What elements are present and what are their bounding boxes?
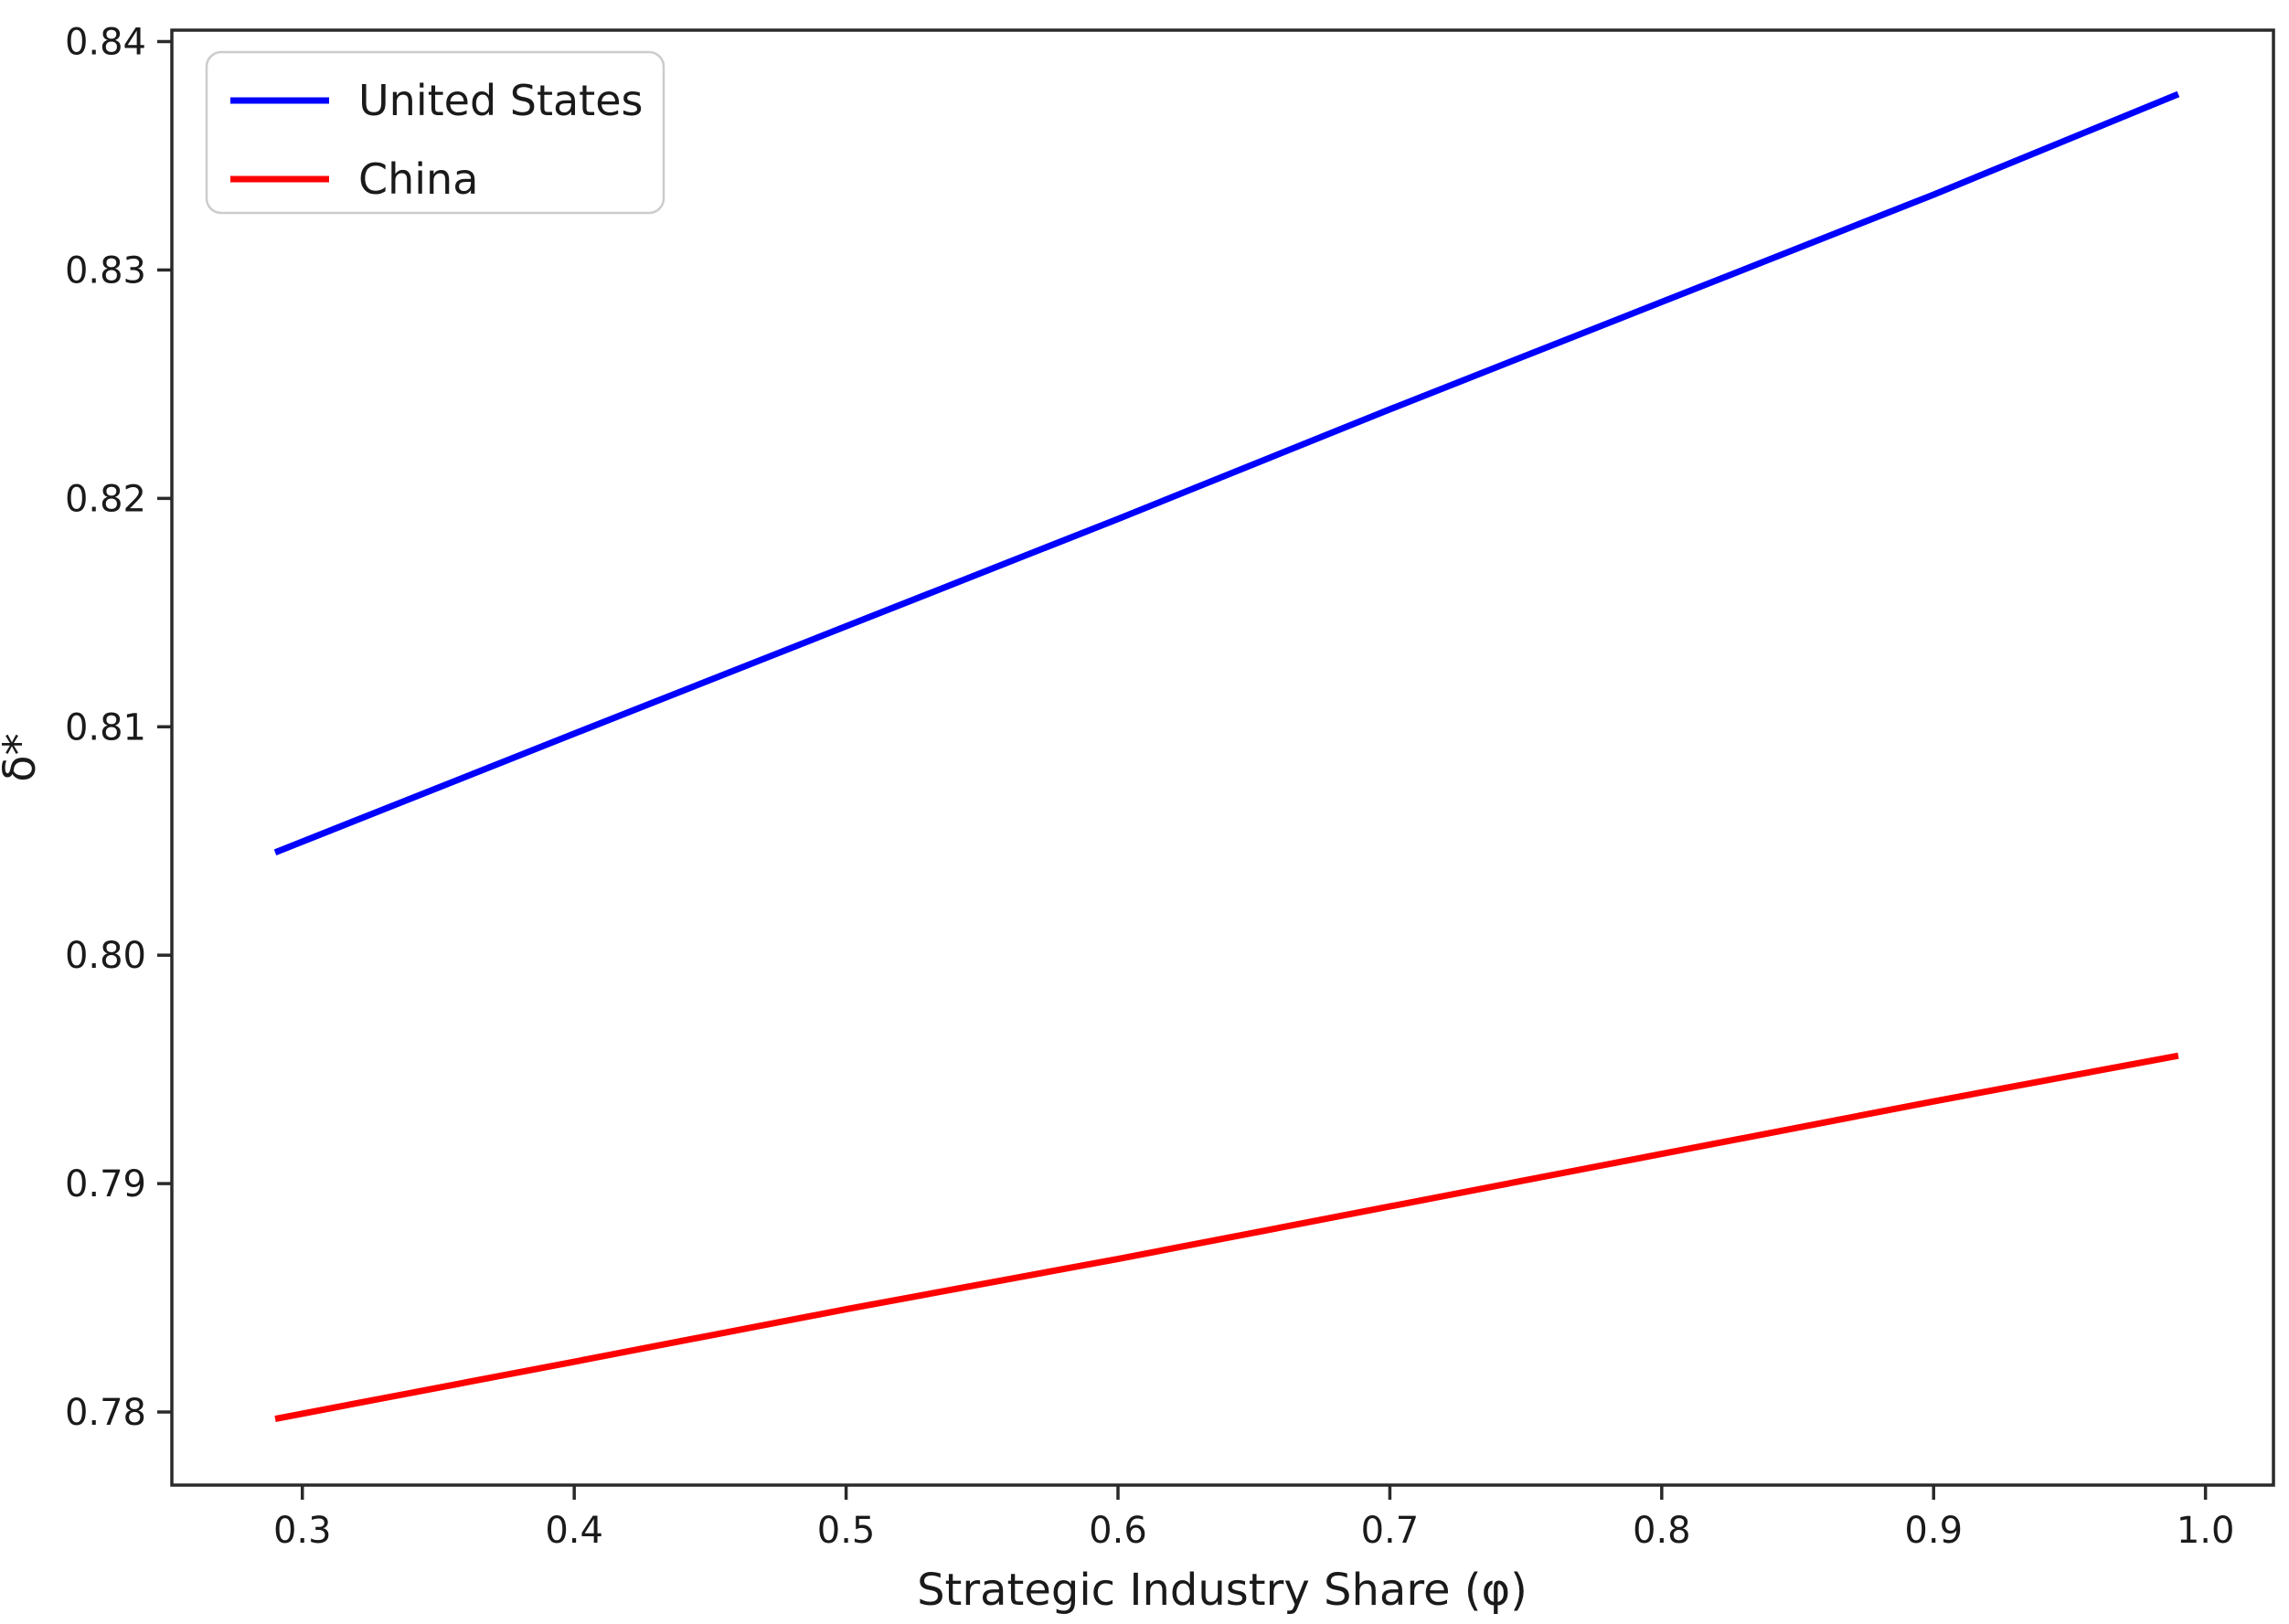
legend-label-united-states: United States bbox=[358, 76, 644, 125]
y-tick-label: 0.80 bbox=[65, 935, 146, 977]
legend-box bbox=[205, 50, 665, 215]
legend-label-china: China bbox=[358, 154, 478, 204]
x-tick-label: 1.0 bbox=[2177, 1510, 2235, 1552]
y-tick-label: 0.84 bbox=[65, 21, 146, 63]
x-tick-label: 0.9 bbox=[1904, 1510, 1963, 1552]
y-tick-label: 0.81 bbox=[65, 706, 146, 748]
y-tick-label: 0.79 bbox=[65, 1163, 146, 1205]
series-line-united-states bbox=[273, 90, 2180, 855]
x-tick-label: 0.5 bbox=[817, 1510, 876, 1552]
x-tick-label: 0.3 bbox=[273, 1510, 332, 1552]
x-tick-label: 0.8 bbox=[1633, 1510, 1691, 1552]
legend: United States China bbox=[205, 50, 665, 215]
series-lines bbox=[273, 90, 2180, 1422]
y-axis-ticks: 0.78 0.79 0.80 0.81 0.82 0.83 0.84 bbox=[65, 21, 172, 1434]
series-line-china bbox=[274, 1052, 2179, 1422]
x-tick-label: 0.6 bbox=[1089, 1510, 1147, 1552]
y-tick-label: 0.82 bbox=[65, 478, 146, 520]
x-tick-label: 0.7 bbox=[1361, 1510, 1420, 1552]
y-tick-label: 0.83 bbox=[65, 249, 146, 292]
x-axis-label: Strategic Industry Share (φ) bbox=[917, 1565, 1528, 1616]
y-axis-label: δ* bbox=[0, 733, 46, 781]
x-axis-ticks: 0.3 0.4 0.5 0.6 0.7 0.8 0.9 1.0 bbox=[273, 1485, 2235, 1552]
y-tick-label: 0.78 bbox=[65, 1392, 146, 1434]
plot-border bbox=[170, 28, 2275, 1487]
x-tick-label: 0.4 bbox=[545, 1510, 603, 1552]
